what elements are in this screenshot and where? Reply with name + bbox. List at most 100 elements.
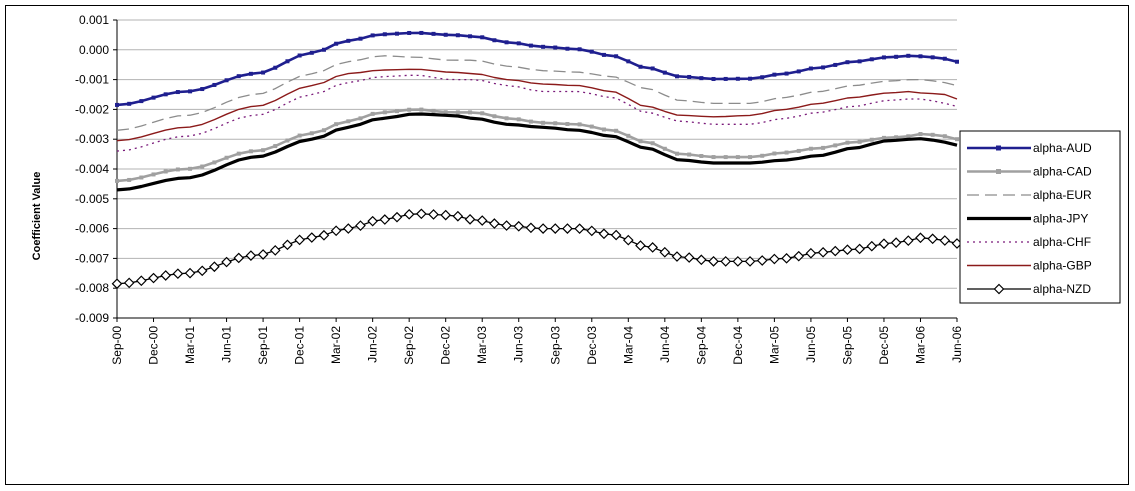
data-point — [480, 35, 485, 40]
data-point — [857, 59, 862, 64]
data-point — [769, 253, 780, 265]
data-point — [297, 133, 302, 138]
data-point — [428, 209, 439, 220]
data-point — [443, 32, 448, 37]
data-point — [391, 211, 403, 223]
data-point — [282, 239, 293, 251]
y-tick-label: -0.001 — [75, 73, 109, 87]
data-point — [955, 59, 959, 64]
data-point — [431, 31, 436, 36]
legend-label: alpha-CHF — [1033, 235, 1091, 249]
data-point — [760, 75, 765, 80]
data-point — [248, 149, 253, 154]
data-point — [464, 214, 476, 225]
x-tick-label: Mar-03 — [475, 326, 489, 364]
data-point — [148, 272, 159, 284]
data-point — [127, 101, 132, 106]
legend-label: alpha-JPY — [1033, 212, 1088, 226]
data-point — [927, 233, 939, 245]
data-point — [415, 208, 427, 220]
data-point — [614, 54, 619, 59]
data-point — [334, 122, 339, 127]
x-tick-label: Dec-04 — [731, 326, 745, 365]
data-point — [431, 108, 436, 113]
data-point — [318, 229, 330, 241]
data-point — [589, 124, 594, 129]
data-point — [635, 240, 646, 251]
data-point — [370, 111, 375, 116]
data-point — [699, 154, 704, 159]
data-point — [419, 107, 424, 112]
data-point — [793, 250, 805, 262]
data-point — [115, 178, 119, 183]
data-point — [395, 109, 399, 114]
y-tick-label: -0.009 — [75, 311, 109, 325]
series-line — [116, 74, 958, 152]
data-point — [455, 33, 460, 38]
series-line — [116, 68, 958, 142]
data-point — [163, 169, 168, 174]
series-line — [116, 112, 958, 192]
data-point — [382, 110, 387, 115]
x-tick-label: Jun-01 — [220, 326, 234, 363]
data-point — [577, 122, 582, 127]
data-point — [382, 32, 387, 37]
data-point — [772, 151, 777, 156]
data-point — [553, 121, 558, 126]
data-point — [930, 132, 935, 137]
data-point — [586, 225, 598, 237]
data-point — [273, 144, 278, 149]
data-point — [236, 151, 241, 156]
data-point — [212, 82, 217, 87]
data-point — [601, 127, 606, 132]
data-point — [224, 155, 229, 160]
data-point — [321, 128, 326, 133]
data-point — [748, 76, 753, 81]
data-point — [224, 78, 229, 83]
legend-item: alpha-EUR — [967, 188, 1092, 202]
series-alpha-NZD — [111, 208, 963, 290]
data-point — [553, 45, 558, 50]
data-point — [188, 166, 193, 171]
legend-marker — [996, 145, 1001, 151]
data-point — [687, 74, 692, 79]
data-point — [894, 54, 899, 59]
data-point — [699, 76, 704, 81]
data-point — [537, 223, 549, 234]
x-tick-label: Mar-06 — [913, 326, 927, 364]
series-line — [116, 31, 958, 107]
data-point — [163, 92, 168, 97]
data-point — [735, 76, 740, 81]
legend-item: alpha-JPY — [967, 212, 1088, 226]
data-point — [598, 228, 610, 240]
data-point — [379, 214, 391, 225]
data-point — [501, 220, 512, 231]
data-point — [890, 237, 902, 248]
data-point — [720, 256, 732, 267]
data-point — [285, 138, 290, 143]
data-point — [184, 267, 196, 279]
data-point — [601, 52, 606, 57]
y-tick-label: -0.004 — [75, 162, 109, 176]
data-point — [492, 114, 497, 119]
data-point — [622, 234, 634, 246]
data-point — [565, 46, 570, 51]
data-point — [123, 277, 135, 289]
y-tick-label: -0.008 — [75, 281, 109, 295]
data-point — [504, 40, 509, 45]
data-point — [784, 150, 789, 155]
legend-label: alpha-AUD — [1033, 141, 1092, 155]
data-point — [638, 139, 643, 144]
y-tick-label: -0.006 — [75, 222, 109, 236]
data-point — [906, 53, 911, 58]
data-point — [525, 222, 537, 234]
x-tick-label: Jun-05 — [804, 326, 818, 363]
legend-item: alpha-CAD — [967, 165, 1092, 179]
data-point — [796, 69, 801, 74]
legend-label: alpha-EUR — [1033, 188, 1092, 202]
x-tick-label: Sep-03 — [548, 326, 562, 365]
data-point — [358, 116, 363, 121]
y-tick-label: 0.001 — [79, 13, 109, 27]
data-point — [370, 33, 375, 38]
x-tick-label: Mar-02 — [329, 326, 343, 364]
